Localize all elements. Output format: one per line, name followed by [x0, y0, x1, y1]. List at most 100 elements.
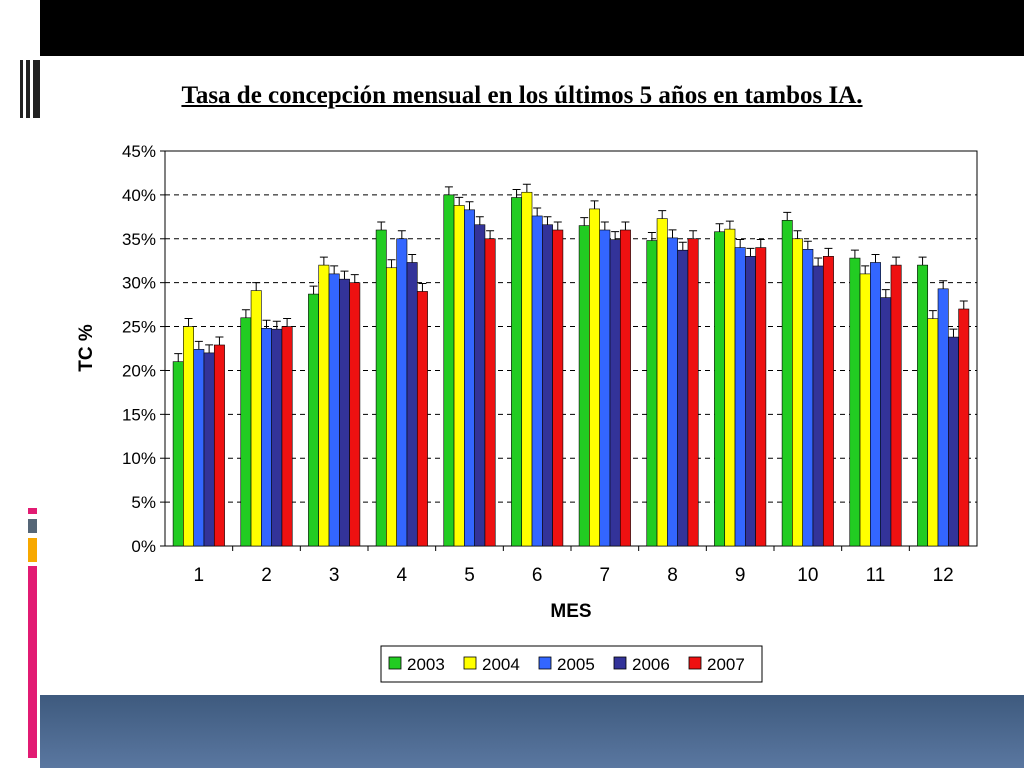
bar-2007-mes-7 — [619, 229, 631, 547]
bar-2007-mes-2 — [281, 326, 293, 547]
error-bar — [319, 256, 328, 266]
bar-2006-mes-5 — [474, 224, 486, 547]
error-bar — [590, 200, 599, 209]
bar-2003-mes-9 — [714, 231, 726, 547]
bar-2007-mes-5 — [484, 238, 496, 547]
bar-2005-mes-10 — [802, 249, 814, 547]
y-axis-label: TC % — [76, 324, 97, 372]
error-bar — [486, 230, 495, 239]
x-tick-label: 4 — [397, 565, 408, 586]
bar-2005-mes-7 — [599, 229, 611, 547]
error-bar — [850, 249, 859, 259]
bar-2004-mes-2 — [250, 290, 262, 547]
legend-label-2003: 2003 — [407, 655, 445, 674]
bar-2003-mes-3 — [308, 293, 320, 547]
legend-label-2005: 2005 — [557, 655, 595, 674]
error-bar — [647, 232, 656, 241]
bar-2006-mes-12 — [948, 336, 959, 547]
error-bar — [205, 344, 214, 353]
error-bar — [340, 270, 349, 280]
error-bar — [668, 229, 677, 238]
error-bar — [252, 282, 261, 291]
error-bar — [184, 318, 193, 327]
error-bar — [715, 223, 724, 232]
error-bar — [939, 280, 948, 289]
error-bar — [689, 230, 698, 239]
error-bar — [215, 336, 224, 345]
y-tick-label: 0% — [131, 537, 156, 556]
y-tick-label: 10% — [122, 449, 156, 468]
error-bar — [600, 221, 609, 230]
bar-2006-mes-4 — [406, 262, 418, 547]
error-bar — [455, 196, 464, 206]
x-tick-label: 11 — [866, 565, 886, 586]
bar-2004-mes-6 — [521, 191, 533, 547]
error-bar — [861, 265, 870, 274]
bar-2004-mes-11 — [859, 273, 871, 547]
error-bar — [397, 230, 406, 239]
bar-2003-mes-4 — [375, 229, 387, 547]
error-bar — [408, 253, 417, 263]
error-bar — [533, 207, 542, 216]
bar-2006-mes-10 — [812, 265, 824, 547]
legend-swatch-2005 — [538, 656, 552, 670]
bar-2007-mes-11 — [890, 264, 902, 547]
decorative-color-strips — [28, 508, 37, 758]
error-bar — [611, 231, 620, 240]
bar-2005-mes-12 — [937, 288, 949, 547]
bar-2005-mes-4 — [396, 238, 408, 547]
y-tick-label: 40% — [122, 186, 156, 205]
error-bar — [283, 318, 292, 327]
bar-2006-mes-2 — [271, 328, 283, 547]
y-tick-label: 5% — [131, 493, 156, 512]
bar-2006-mes-6 — [542, 224, 553, 547]
bar-2005-mes-8 — [667, 237, 678, 547]
bar-2003-mes-2 — [240, 317, 252, 547]
x-tick-label: 12 — [933, 565, 954, 586]
legend-label-2004: 2004 — [482, 655, 520, 674]
x-tick-label: 7 — [600, 565, 611, 586]
bar-2003-mes-12 — [917, 264, 929, 547]
y-tick-label: 45% — [122, 142, 156, 161]
error-bar — [736, 239, 745, 248]
error-bar — [881, 289, 890, 298]
error-bar — [814, 257, 823, 266]
error-bar — [418, 282, 427, 292]
legend-swatch-2003 — [388, 656, 402, 670]
decorative-lines — [20, 60, 40, 118]
bar-2005-mes-1 — [193, 349, 205, 547]
x-tick-label: 8 — [667, 565, 678, 586]
error-bar — [272, 320, 281, 330]
x-tick-label: 2 — [261, 565, 272, 586]
bar-2004-mes-8 — [656, 218, 668, 547]
bar-2005-mes-2 — [261, 328, 272, 547]
bar-2006-mes-3 — [339, 278, 350, 547]
y-tick-label: 15% — [122, 405, 156, 424]
chart-title: Tasa de concepción mensual en los último… — [181, 82, 863, 109]
bar-2006-mes-1 — [203, 352, 215, 547]
error-bar — [959, 300, 968, 309]
error-bar — [928, 310, 937, 319]
bar-2007-mes-3 — [349, 282, 361, 547]
legend-swatch-2007 — [688, 656, 702, 670]
error-bar — [824, 247, 833, 257]
x-tick-label: 10 — [797, 565, 818, 586]
legend-label-2006: 2006 — [632, 655, 670, 674]
slide-header-bar — [40, 0, 1024, 56]
error-bar — [174, 353, 183, 362]
bar-2004-mes-4 — [386, 267, 397, 547]
x-tick-label: 3 — [329, 565, 340, 586]
legend-label-2007: 2007 — [707, 655, 745, 674]
error-bar — [330, 265, 339, 274]
bar-2006-mes-11 — [880, 297, 892, 547]
legend: 2003 2004 2005 2006 2007 — [380, 645, 763, 683]
bar-2005-mes-9 — [734, 247, 746, 547]
x-tick-label: 6 — [532, 565, 543, 586]
y-tick-label: 30% — [122, 274, 156, 293]
bar-2007-mes-8 — [687, 238, 699, 547]
error-bar — [475, 216, 484, 225]
error-bar — [377, 221, 386, 230]
error-bar — [444, 186, 453, 195]
bar-2005-mes-6 — [531, 215, 543, 547]
